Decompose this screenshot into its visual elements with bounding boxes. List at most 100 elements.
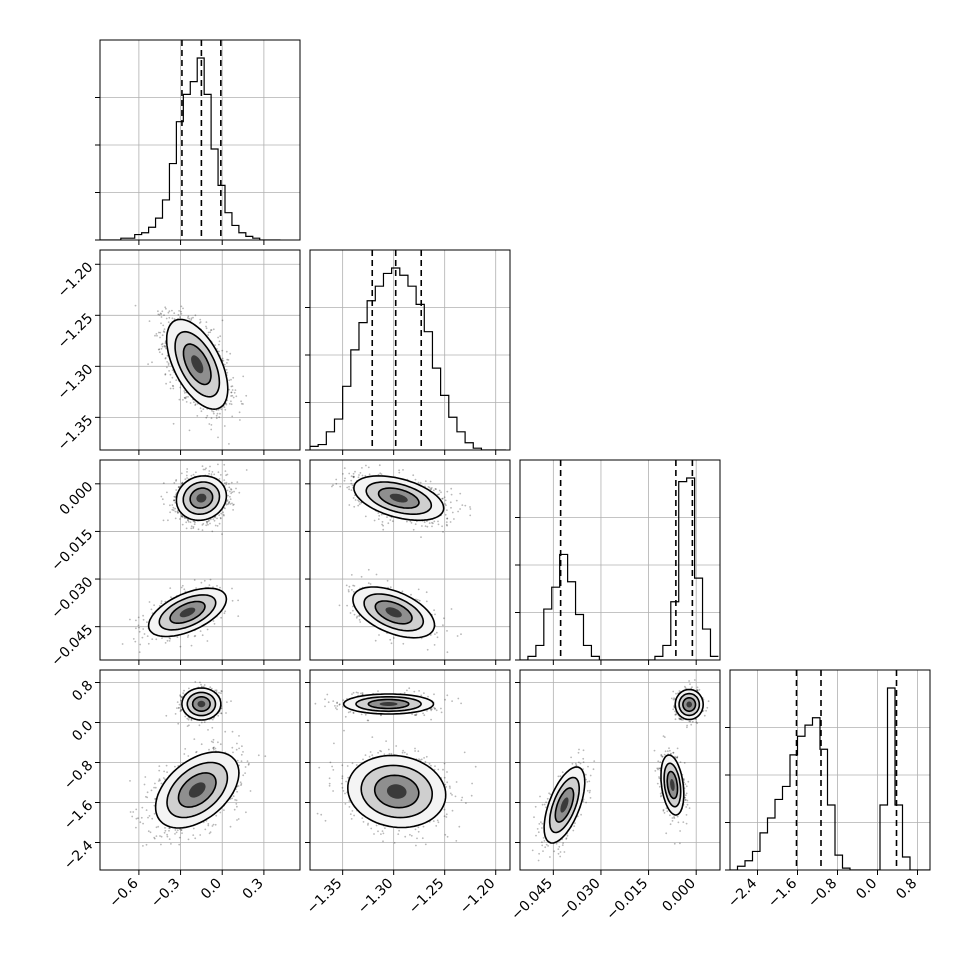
sample-point [180,696,183,699]
sample-point [229,825,232,828]
sample-point [165,382,168,385]
sample-point [160,835,163,838]
sample-point [208,832,211,835]
sample-point [197,528,200,531]
sample-point [228,483,230,485]
sample-point [177,511,180,514]
sample-point [192,827,195,830]
sample-point [167,519,169,522]
sample-point [231,491,234,494]
sample-point [187,519,189,522]
sample-point [173,499,176,502]
sample-point [237,599,240,602]
contour-line [165,318,229,411]
sample-point [212,518,215,520]
sample-point [193,635,196,638]
sample-point [175,479,178,481]
contour-line [182,343,212,386]
sample-point [169,387,172,390]
sample-point [206,628,209,631]
contour-line [147,587,228,638]
sample-point [172,509,175,512]
hist-panel-0 [95,39,301,245]
sample-point [242,403,244,405]
sample-point [173,482,176,484]
sample-point [239,419,241,421]
sample-point [173,318,176,320]
sample-point [185,396,188,398]
sample-point [237,818,240,820]
sample-point [228,388,231,391]
sample-point [180,310,183,313]
sample-point [160,782,163,785]
sample-point [161,342,164,345]
sample-point [147,363,150,365]
sample-point [142,614,145,617]
sample-point [164,357,167,360]
sample-point [225,481,228,484]
sample-point [187,838,190,841]
sample-point [164,342,167,345]
sample-point [202,685,205,688]
sample-point [215,814,218,817]
sample-point [171,309,173,312]
sample-point [217,741,219,744]
sample-point [214,524,217,527]
sample-point [199,630,202,632]
sample-point [164,827,166,829]
sample-point [141,636,144,639]
sample-point [174,496,177,498]
sample-point [235,803,238,805]
sample-point [226,701,228,703]
sample-point [201,529,204,531]
sample-point [207,334,210,336]
sample-point [187,718,190,721]
contour-line [158,594,217,631]
sample-point [175,480,177,482]
sample-point [210,473,213,476]
sample-point [187,315,190,318]
sample-point [206,522,209,524]
sample-point [142,618,145,621]
sample-point [230,488,233,491]
sample-point [223,425,226,427]
sample-point [220,616,223,619]
sample-point [171,504,174,506]
sample-point [162,482,165,484]
sample-point [192,473,195,476]
sample-point [217,463,219,466]
sample-point [181,515,184,518]
sample-point [211,410,213,412]
sample-point [180,695,183,698]
sample-point [186,477,189,479]
sample-point [244,766,247,768]
sample-point [166,491,168,494]
sample-point [208,584,211,586]
sample-point [193,401,195,404]
sample-point [144,776,147,778]
sample-point [164,642,167,644]
sample-point [236,805,238,808]
sample-point [240,783,243,785]
sample-point [188,317,191,320]
sample-point [218,478,221,480]
sample-point [210,740,213,743]
sample-point [158,351,161,354]
sample-point [221,349,224,352]
sample-point [178,843,181,846]
sample-point [184,715,187,718]
sample-point [200,683,202,686]
sample-point [182,399,184,401]
sample-point [166,639,169,642]
sample-point [210,424,213,426]
sample-point [158,313,161,316]
sample-point [194,681,197,683]
sample-point [230,385,233,388]
sample-point [212,412,215,415]
sample-point [231,394,234,397]
sample-point [176,636,179,638]
sample-point [241,745,243,748]
sample-point [159,336,161,339]
sample-point [212,410,215,413]
sample-point [231,389,234,391]
